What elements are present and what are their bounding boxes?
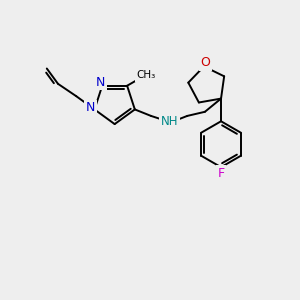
Text: N: N xyxy=(96,76,105,89)
Text: N: N xyxy=(86,101,95,115)
Text: O: O xyxy=(200,56,210,69)
Text: CH₃: CH₃ xyxy=(136,70,156,80)
Text: NH: NH xyxy=(161,115,178,128)
Text: F: F xyxy=(218,167,225,180)
